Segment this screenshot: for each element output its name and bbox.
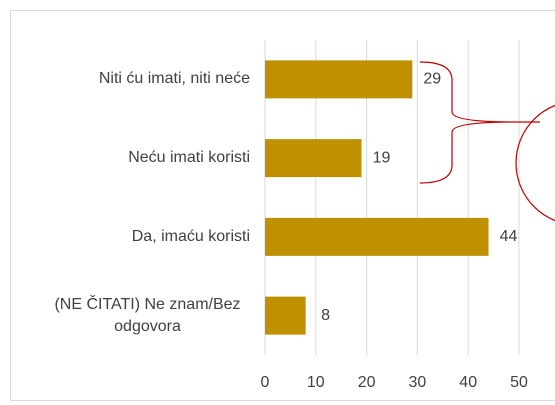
x-tick-label: 50 xyxy=(510,374,528,391)
bars xyxy=(265,60,489,335)
category-label: (NE ČITATI) Ne znam/Bez odgovora xyxy=(0,294,250,338)
category-text: Da, imaću koristi xyxy=(131,227,250,245)
value-label: 44 xyxy=(500,228,518,245)
bar xyxy=(265,60,413,99)
bar xyxy=(265,296,306,335)
x-tick-label: 20 xyxy=(358,374,376,391)
category-label: Da, imaću koristi xyxy=(0,226,250,248)
category-text: Niti ću imati, niti neće xyxy=(98,70,250,88)
value-label: 29 xyxy=(423,71,441,88)
category-label: Neću imati koristi xyxy=(0,147,250,169)
highlight-circle xyxy=(515,104,555,222)
bar xyxy=(265,139,362,178)
x-tick-label: 0 xyxy=(261,374,270,391)
chart-border xyxy=(10,10,555,401)
x-tick-label: 40 xyxy=(459,374,477,391)
x-tick-label: 10 xyxy=(307,374,325,391)
value-label: 8 xyxy=(321,307,330,324)
category-label: Niti ću imati, niti neće xyxy=(0,68,250,90)
category-text: (NE ČITATI) Ne znam/Bez odgovora xyxy=(54,295,241,335)
value-label: 19 xyxy=(373,149,391,166)
bar xyxy=(265,217,489,256)
category-text: Neću imati koristi xyxy=(128,149,250,167)
x-tick-label: 30 xyxy=(409,374,427,391)
